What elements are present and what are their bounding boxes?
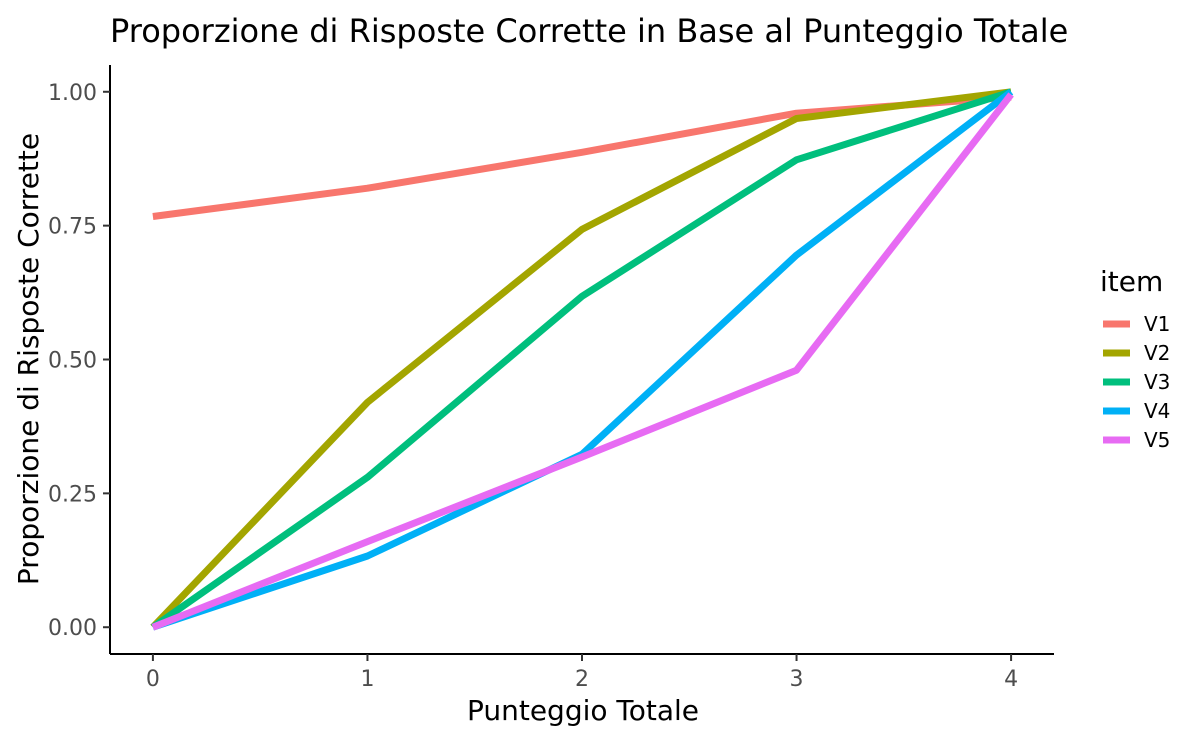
series-line-v2: [150, 88, 1012, 630]
legend-label-v3: V3: [1144, 370, 1170, 394]
series-line-v3: [150, 88, 1013, 631]
legend-label-v5: V5: [1144, 428, 1170, 452]
y-tick-label: 0.75: [48, 215, 97, 240]
legend-label-v2: V2: [1144, 341, 1170, 365]
x-axis-ticks: 0 1 2 3 4: [146, 654, 1018, 692]
y-tick-label: 0.00: [48, 616, 97, 641]
y-tick-label: 0.50: [48, 349, 97, 374]
x-axis-title: Punteggio Totale: [467, 694, 699, 727]
series-layer: [150, 88, 1014, 631]
legend: item V1 V2 V3 V4 V5: [1100, 265, 1170, 452]
legend-label-v1: V1: [1144, 312, 1170, 336]
x-tick-label: 4: [1004, 667, 1018, 692]
legend-items: V1 V2 V3 V4 V5: [1103, 312, 1170, 452]
y-axis-title: Proporzione di Risposte Corrette: [12, 133, 45, 585]
series-line-v4: [151, 89, 1014, 631]
series-line-v1: [152, 93, 1012, 220]
x-tick-label: 3: [790, 667, 804, 692]
series-line-v5: [151, 92, 1014, 631]
legend-title: item: [1100, 265, 1163, 298]
x-tick-label: 0: [146, 667, 160, 692]
x-tick-label: 1: [360, 667, 374, 692]
x-tick-label: 2: [575, 667, 589, 692]
legend-label-v4: V4: [1144, 399, 1170, 423]
chart-title: Proporzione di Risposte Corrette in Base…: [110, 12, 1068, 50]
y-axis-ticks: 0.00 0.25 0.50 0.75 1.00: [48, 81, 110, 641]
y-tick-label: 0.25: [48, 482, 97, 507]
y-tick-label: 1.00: [48, 81, 97, 106]
